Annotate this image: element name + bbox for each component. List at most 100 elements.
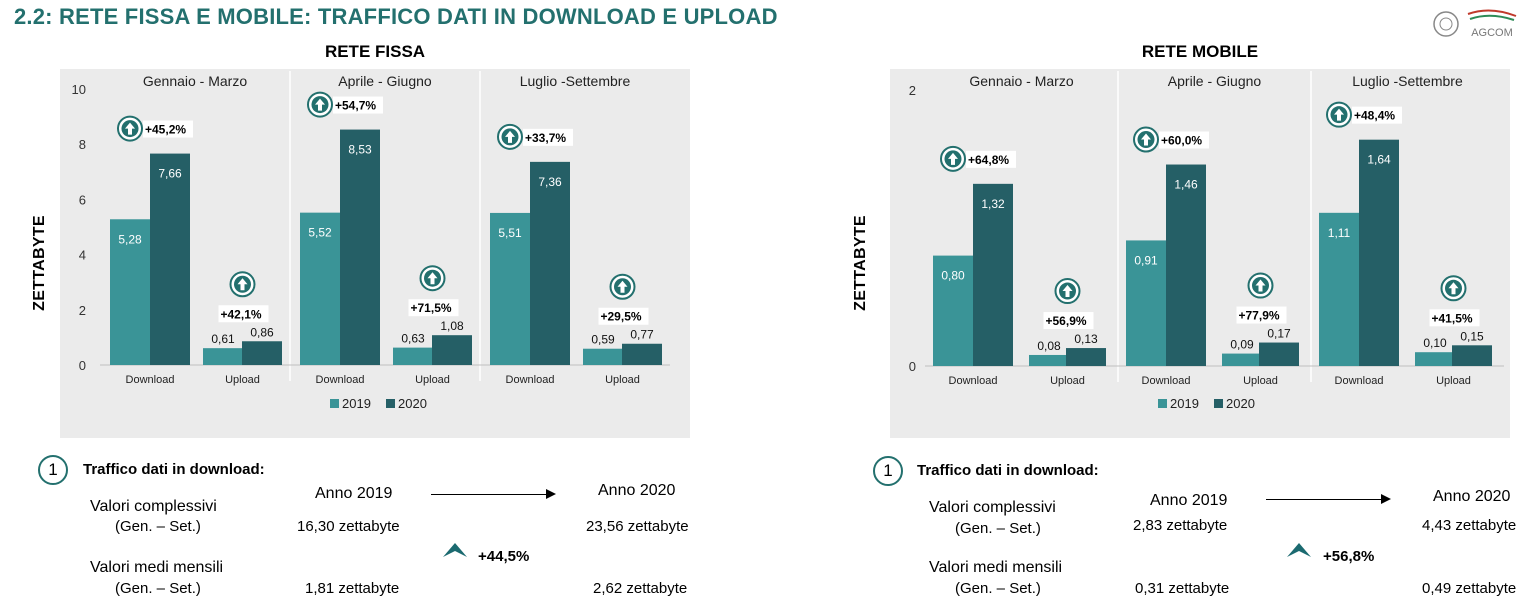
summary-row2-2019-mobile: 0,31 zettabyte [1135,580,1230,597]
growth-label-bg-fissa-0-download [143,120,193,138]
category-label-fissa-0-download: Download [126,374,175,386]
bar-mobile-2-download-2020 [1359,139,1399,366]
summary-row2-label-mobile: Valori medi mensili [929,559,1063,576]
category-label-mobile-0-upload: Upload [1050,375,1085,387]
growth-arrow-icon-fissa-2-upload-glyph [617,280,628,293]
logo-text: AGCOM [1471,27,1513,39]
ytick-fissa-0: 0 [79,358,86,373]
growth-arrow-icon-mobile-0-upload-glyph [1062,285,1073,298]
chart-panel-fissa: 0 2 4 6 8 10 Gennaio - Marzo 5,28 7,66 Download +4… [60,69,690,438]
growth-arrow-icon-mobile-2-download-glyph [1334,108,1344,121]
legend-swatch-mobile-2019 [1158,399,1167,408]
legend-label-mobile-2019: 2019 [1170,396,1199,411]
summary-number-badge-mobile: 1 [873,456,903,486]
growth-label-bg-fissa-1-download [333,96,383,114]
growth-label-bg-mobile-0-download [966,150,1016,168]
value-label-fissa-2-upload-2019: 0,59 [591,333,615,347]
summary-row2-label-fissa: Valori medi mensili [90,559,224,576]
group-label-mobile-0: Gennaio - Marzo [969,73,1073,89]
group-label-fissa-0: Gennaio - Marzo [143,73,247,89]
value-label-mobile-1-upload-2020: 0,17 [1267,327,1291,341]
bar-chart-fissa: 0 2 4 6 8 10 Gennaio - Marzo 5,28 7,66 Download +4… [72,71,670,411]
ytick-mobile-2: 2 [909,83,916,98]
summary-arrow-head-mobile [1381,494,1391,504]
agcom-logo: AGCOM [1433,9,1517,39]
summary-row2-sub-fissa: (Gen. – Set.) [115,580,201,597]
page-title: 2.2: RETE FISSA E MOBILE: TRAFFICO DATI … [14,4,778,29]
bar-fissa-0-upload-2020 [242,341,282,365]
bar-mobile-0-upload-2019 [1029,354,1069,366]
bar-mobile-2-upload-2019 [1415,352,1455,366]
yaxis-title-mobile: ZETTABYTE [852,215,869,311]
growth-arrow-icon-fissa-2-upload [609,273,636,300]
growth-arrow-icon-fissa-0-upload-glyph [237,278,248,291]
growth-label-bg-fissa-1-upload [408,299,459,317]
growth-label-fissa-2-upload: +29,5% [601,310,642,324]
growth-label-mobile-1-upload: +77,9% [1239,309,1280,323]
summary-row1-2019-mobile: 2,83 zettabyte [1133,517,1228,534]
value-label-fissa-1-download-2020: 8,53 [348,143,372,157]
value-label-fissa-0-download-2020: 7,66 [158,167,182,181]
growth-label-fissa-2-download: +33,7% [525,131,566,145]
growth-arrow-icon-mobile-2-upload [1440,275,1467,302]
value-label-mobile-2-download-2019: 1,11 [1328,226,1351,240]
summary-heading-mobile: Traffico dati in download: [917,462,1099,479]
summary-growth-mobile: +56,8% [1323,548,1375,565]
summary-row2-sub-mobile: (Gen. – Set.) [955,580,1041,597]
growth-label-mobile-1-download: +60,0% [1161,134,1202,148]
summary-growth-arrow-icon-mobile [1287,543,1311,557]
value-label-fissa-2-upload-2020: 0,77 [630,328,654,342]
summary-row1-sub-mobile: (Gen. – Set.) [955,520,1041,537]
bar-fissa-2-download-2020 [530,161,570,365]
bar-mobile-0-upload-2020 [1066,348,1106,366]
growth-label-fissa-0-download: +45,2% [145,123,186,137]
group-label-fissa-1: Aprile - Giugno [338,73,432,89]
ytick-fissa-10: 10 [72,82,86,97]
bar-fissa-0-download-2019 [110,219,150,365]
growth-label-bg-fissa-2-upload [598,307,649,325]
chart-panel-mobile: 0 2 Gennaio - Marzo 0,80 1,32 Download +64,8% 0… [890,69,1510,438]
growth-arrow-icon-fissa-0-download [117,115,143,142]
value-label-mobile-0-download-2020: 1,32 [981,197,1005,211]
summary-year-2020-mobile: Anno 2020 [1433,488,1511,505]
bar-fissa-0-upload-2019 [203,348,243,365]
bar-mobile-1-download-2020 [1166,164,1206,366]
growth-arrow-icon-mobile-1-upload [1247,272,1274,299]
summary-row1-2020-mobile: 4,43 zettabyte [1422,517,1517,534]
bar-fissa-1-upload-2019 [393,347,433,365]
category-label-mobile-0-download: Download [949,375,998,387]
bar-mobile-0-download-2019 [933,255,973,366]
growth-label-bg-mobile-1-download [1159,131,1209,149]
chart-title-mobile: RETE MOBILE [1141,42,1259,61]
growth-arrow-icon-mobile-1-download [1133,126,1159,153]
summary-arrow-line-mobile [1266,499,1383,500]
summary-row2-2019-fissa: 1,81 zettabyte [305,580,400,597]
category-label-mobile-2-upload: Upload [1436,375,1471,387]
summary-row1-sub-fissa: (Gen. – Set.) [115,518,201,535]
value-label-mobile-1-download-2019: 0,91 [1134,253,1158,267]
ytick-fissa-6: 6 [79,192,86,207]
summary-row1-2020-fissa: 23,56 zettabyte [586,518,689,535]
growth-arrow-icon-mobile-1-upload-glyph [1255,279,1266,292]
bar-chart-mobile: 0 2 Gennaio - Marzo 0,80 1,32 Download +64,8% 0… [909,71,1504,411]
legend-swatch-fissa-2020 [386,399,395,408]
ytick-fissa-8: 8 [79,137,86,152]
summary-arrow-head-fissa [546,489,556,499]
summary-number-badge-fissa: 1 [38,455,68,485]
growth-label-fissa-1-download: +54,7% [335,99,376,113]
growth-arrow-icon-fissa-1-download [307,91,333,118]
summary-row1-label-mobile: Valori complessivi [929,499,1056,516]
bar-mobile-1-download-2019 [1126,240,1166,366]
category-label-fissa-1-upload: Upload [415,374,450,386]
summary-year-2020-fissa: Anno 2020 [598,482,676,499]
category-label-fissa-0-upload: Upload [225,374,260,386]
summary-row2-2020-mobile: 0,49 zettabyte [1422,580,1517,597]
growth-arrow-icon-fissa-2-download-glyph [505,130,515,143]
growth-arrow-icon-fissa-0-download-glyph [125,122,135,135]
category-label-mobile-2-download: Download [1335,375,1384,387]
summary-arrow-line-fissa [431,494,548,495]
summary-year-2019-mobile: Anno 2019 [1150,492,1228,509]
summary-growth-arrow-icon-fissa [443,543,467,557]
legend-label-fissa-2019: 2019 [342,396,371,411]
bar-fissa-1-download-2020 [340,129,380,365]
